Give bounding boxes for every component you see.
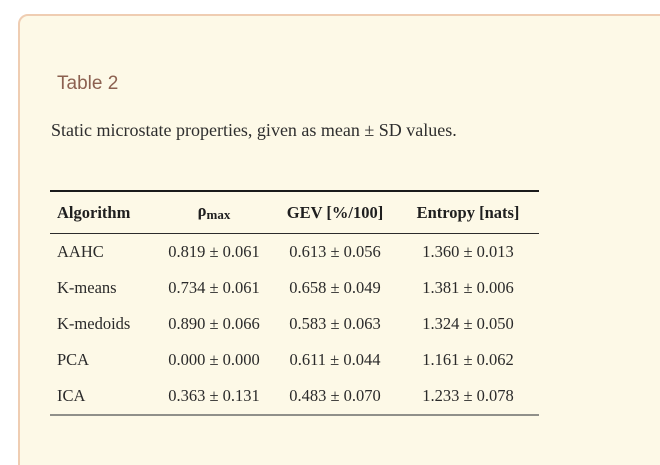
- cell-algorithm: K-means: [57, 278, 117, 297]
- cell-rho-max: 0.000 ± 0.000: [168, 350, 260, 369]
- header-gev: GEV [%/100]: [273, 191, 397, 234]
- cell-entropy: 1.233 ± 0.078: [422, 386, 514, 405]
- cell-gev: 0.583 ± 0.063: [289, 314, 381, 333]
- header-algorithm: Algorithm: [50, 191, 155, 234]
- rho-symbol: ρ: [197, 201, 207, 220]
- table-row: PCA 0.000 ± 0.000 0.611 ± 0.044 1.161 ± …: [50, 342, 539, 378]
- cell-rho-max: 0.890 ± 0.066: [168, 314, 260, 333]
- cell-gev: 0.611 ± 0.044: [289, 350, 381, 369]
- cell-gev: 0.658 ± 0.049: [289, 278, 381, 297]
- table-caption: Static microstate properties, given as m…: [51, 120, 457, 140]
- cell-algorithm: ICA: [57, 386, 86, 405]
- cell-algorithm: K-medoids: [57, 314, 131, 333]
- cell-algorithm: PCA: [57, 350, 90, 369]
- table-body: AAHC 0.819 ± 0.061 0.613 ± 0.056 1.360 ±…: [50, 234, 539, 416]
- cell-rho-max: 0.819 ± 0.061: [168, 242, 260, 261]
- properties-table: Algorithm ρmax GEV [%/100] Entropy [nats…: [50, 190, 539, 416]
- cell-rho-max: 0.734 ± 0.061: [168, 278, 260, 297]
- cell-rho-max: 0.363 ± 0.131: [168, 386, 260, 405]
- table-row: K-medoids 0.890 ± 0.066 0.583 ± 0.063 1.…: [50, 306, 539, 342]
- cell-entropy: 1.381 ± 0.006: [422, 278, 514, 297]
- cell-gev: 0.483 ± 0.070: [289, 386, 381, 405]
- table-header-row: Algorithm ρmax GEV [%/100] Entropy [nats…: [50, 191, 539, 234]
- header-rho-max: ρmax: [155, 191, 273, 234]
- table-row: K-means 0.734 ± 0.061 0.658 ± 0.049 1.38…: [50, 270, 539, 306]
- cell-entropy: 1.161 ± 0.062: [422, 350, 514, 369]
- cell-algorithm: AAHC: [57, 242, 104, 261]
- cell-gev: 0.613 ± 0.056: [289, 242, 381, 261]
- cell-entropy: 1.360 ± 0.013: [422, 242, 514, 261]
- table-row: AAHC 0.819 ± 0.061 0.613 ± 0.056 1.360 ±…: [50, 234, 539, 271]
- table-header: Algorithm ρmax GEV [%/100] Entropy [nats…: [50, 191, 539, 234]
- cell-entropy: 1.324 ± 0.050: [422, 314, 514, 333]
- table-card: Table 2 Static microstate properties, gi…: [18, 14, 660, 465]
- rho-subscript: max: [206, 207, 231, 222]
- table-row: ICA 0.363 ± 0.131 0.483 ± 0.070 1.233 ± …: [50, 378, 539, 415]
- header-entropy: Entropy [nats]: [397, 191, 539, 234]
- table-title: Table 2: [57, 73, 119, 94]
